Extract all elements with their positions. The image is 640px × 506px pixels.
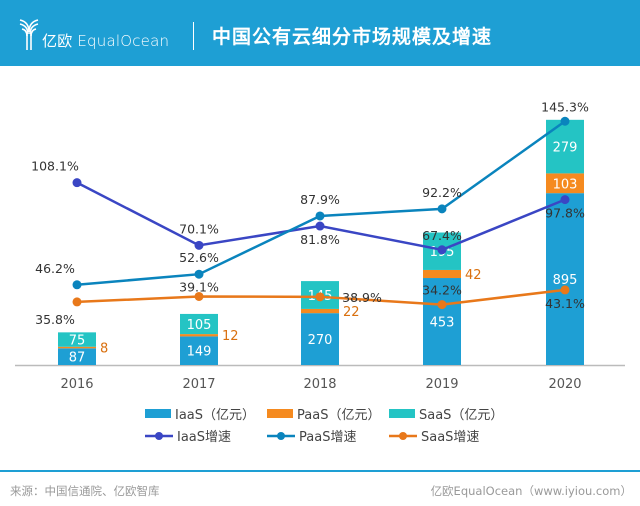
- growth-label: 34.2%: [422, 283, 462, 298]
- equalocean-logo-icon: [19, 19, 39, 50]
- legend-item-saas: SaaS（亿元）: [389, 404, 503, 423]
- bar-label: 75: [69, 334, 86, 349]
- growth-label: 108.1%: [31, 159, 79, 174]
- growth-label: 70.1%: [179, 221, 219, 236]
- legend-swatch: [267, 409, 293, 418]
- growth-label: 43.1%: [545, 296, 585, 311]
- bar-label: 279: [553, 141, 578, 156]
- logo-text: 亿欧 EqualOcean: [42, 32, 170, 50]
- growth-point: [560, 285, 570, 295]
- bar-segment: [180, 336, 218, 365]
- x-tick-label: 2017: [182, 377, 215, 392]
- bar-segment: [546, 193, 584, 365]
- legend-item-iaas-growth: IaaS增速: [145, 426, 231, 445]
- bar-segment: [423, 269, 461, 279]
- x-tick-label: 2018: [303, 377, 336, 392]
- growth-point: [437, 245, 447, 255]
- legend-swatch: [389, 409, 415, 418]
- bar-segment: [301, 313, 339, 365]
- bar-label: 103: [553, 177, 578, 192]
- legend-item-paas-growth: PaaS增速: [267, 426, 356, 445]
- bar-segment: [301, 308, 339, 314]
- legend-item-paas: PaaS（亿元）: [267, 404, 380, 423]
- growth-point: [72, 297, 82, 307]
- legend-swatch: [145, 409, 171, 418]
- growth-label: 52.6%: [179, 250, 219, 265]
- bar-label: 270: [308, 333, 333, 348]
- source-note: 来源：中国信通院、亿欧智库: [10, 484, 160, 498]
- growth-label: 39.1%: [179, 279, 219, 294]
- bar-label: 12: [222, 329, 239, 344]
- footer-divider: [0, 470, 640, 472]
- growth-point: [194, 269, 204, 279]
- x-tick-label: 2020: [548, 377, 581, 392]
- growth-label: 145.3%: [541, 99, 589, 114]
- growth-label: 81.8%: [300, 232, 340, 247]
- legend-line-marker: [267, 431, 295, 440]
- bar-segment: [58, 346, 96, 349]
- legend-item-iaas: IaaS（亿元）: [145, 404, 255, 423]
- bar-label: 149: [187, 345, 212, 360]
- bar-segment: [58, 348, 96, 365]
- page-title: 中国公有云细分市场规模及增速: [212, 26, 493, 48]
- header-divider: [193, 22, 194, 50]
- growth-point: [194, 291, 204, 301]
- growth-label: 46.2%: [35, 261, 75, 276]
- bar-segment: [180, 334, 218, 337]
- bar-label: 895: [553, 273, 578, 288]
- bar-label: 8: [100, 342, 108, 357]
- growth-point: [437, 204, 447, 214]
- growth-point: [560, 116, 570, 126]
- growth-point: [315, 211, 325, 221]
- growth-point: [72, 280, 82, 290]
- growth-label: 67.4%: [422, 228, 462, 243]
- growth-point: [315, 221, 325, 231]
- growth-point: [194, 240, 204, 250]
- growth-point: [72, 178, 82, 188]
- bar-label: 105: [187, 318, 212, 333]
- bar-label: 22: [343, 305, 360, 320]
- growth-point: [315, 292, 325, 302]
- legend-line-marker: [145, 431, 173, 440]
- growth-label: 35.8%: [35, 312, 75, 327]
- x-tick-label: 2016: [60, 377, 93, 392]
- legend-item-saas-growth: SaaS增速: [389, 426, 479, 445]
- bar-label: 87: [69, 351, 86, 366]
- growth-point: [437, 300, 447, 310]
- bar-segment: [546, 173, 584, 194]
- header-bar: 亿欧 EqualOcean 中国公有云细分市场规模及增速: [0, 0, 640, 66]
- x-tick-label: 2019: [425, 377, 458, 392]
- growth-point: [560, 195, 570, 205]
- bar-label: 42: [465, 268, 482, 283]
- growth-label: 87.9%: [300, 192, 340, 207]
- bar-label: 453: [430, 316, 455, 331]
- growth-label: 92.2%: [422, 185, 462, 200]
- growth-label: 97.8%: [545, 206, 585, 221]
- brand-note: 亿欧EqualOcean（www.iyiou.com）: [430, 484, 632, 498]
- chart: 8787520161491210520172702214520184534219…: [15, 99, 625, 392]
- legend-line-marker: [389, 431, 417, 440]
- bar-segment: [423, 278, 461, 365]
- growth-label: 38.9%: [342, 290, 382, 305]
- bar-segment: [58, 332, 96, 347]
- bar-segment: [180, 313, 218, 335]
